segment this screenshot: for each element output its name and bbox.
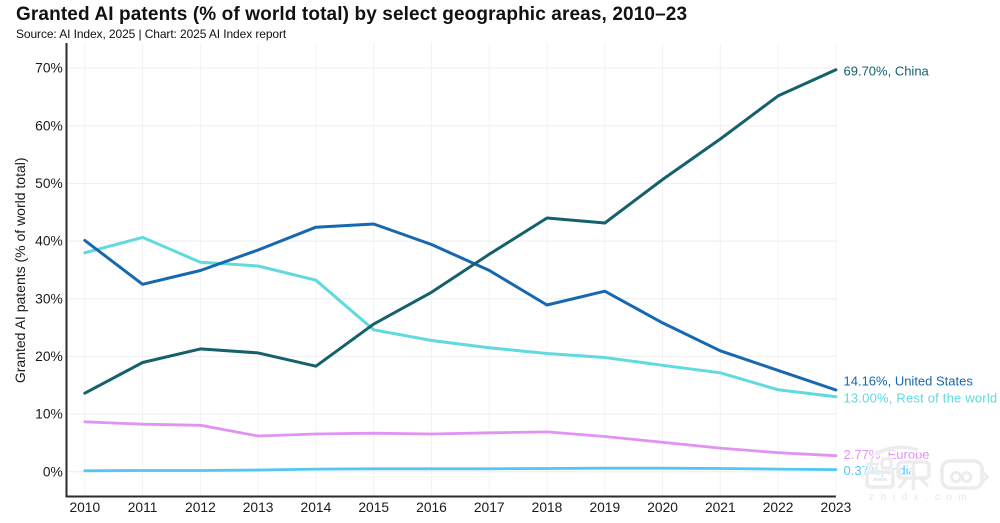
svg-text:2016: 2016 [416,500,447,515]
svg-text:20%: 20% [35,349,63,364]
svg-text:2020: 2020 [647,500,678,515]
svg-text:2012: 2012 [185,500,216,515]
svg-text:40%: 40% [35,234,63,249]
svg-text:10%: 10% [35,407,63,422]
svg-text:2017: 2017 [474,500,505,515]
svg-text:Granted AI patents (% of world: Granted AI patents (% of world total) [12,157,28,383]
svg-text:2018: 2018 [532,500,563,515]
svg-text:2013: 2013 [243,500,274,515]
svg-text:2022: 2022 [763,500,794,515]
svg-text:2021: 2021 [705,500,736,515]
svg-text:2015: 2015 [358,500,389,515]
svg-text:14.16%, United States: 14.16%, United States [844,374,974,389]
svg-text:2023: 2023 [821,500,852,515]
svg-text:50%: 50% [35,176,63,191]
svg-text:60%: 60% [35,118,63,133]
svg-text:0%: 0% [43,464,63,479]
svg-text:Granted AI patents (% of world: Granted AI patents (% of world total) by… [16,4,687,25]
svg-text:zhidx.com: zhidx.com [869,492,973,503]
svg-text:13.00%, Rest of the world: 13.00%, Rest of the world [844,390,998,405]
svg-text:30%: 30% [35,291,63,306]
svg-text:2010: 2010 [69,500,100,515]
svg-text:2019: 2019 [589,500,620,515]
svg-text:69.70%, China: 69.70%, China [844,63,930,78]
svg-text:Source: AI Index, 2025 | Chart: Source: AI Index, 2025 | Chart: 2025 AI … [16,27,287,41]
svg-text:70%: 70% [35,61,63,76]
svg-text:2014: 2014 [301,500,332,515]
svg-text:2011: 2011 [128,500,158,515]
